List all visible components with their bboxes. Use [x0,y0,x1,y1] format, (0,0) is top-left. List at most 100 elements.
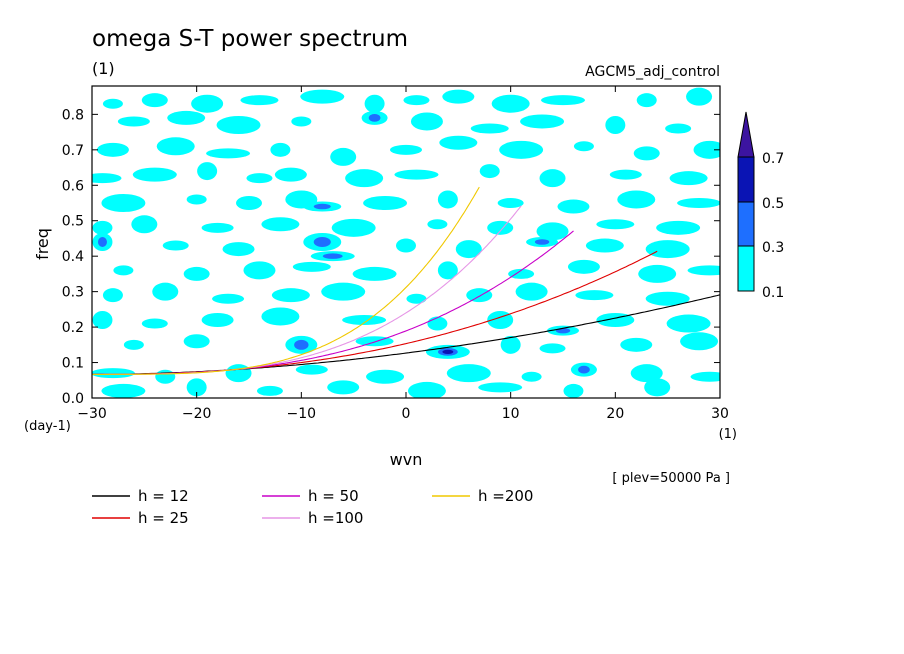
contour-blob [687,265,720,276]
contour-blob-mid [294,339,309,350]
contour-blob [274,167,307,182]
contour-blob [410,112,443,131]
contour-blob [331,218,376,237]
contour-blob [291,116,312,127]
contour-blob [442,89,475,104]
contour-blob [609,169,642,180]
contour-blob [478,382,523,393]
legend: h = 12 h = 25 h = 50 h =100 h =200 [92,487,533,527]
contour-blob [557,199,590,214]
contour-blob [183,266,210,281]
contour-blob [92,368,135,379]
dispersion-curves [92,186,720,375]
x-tick-label: 0 [402,406,411,422]
y-tick-label: 0.3 [62,285,84,301]
contour-blob [427,316,448,331]
contour-blob [446,364,491,383]
contour-blob [327,380,360,395]
y-axis-units: (day-1) [24,419,71,434]
contour-blob [638,264,677,283]
contour-blob [216,116,261,134]
contour-blob [167,110,206,125]
x-axis-units: (1) [719,427,737,442]
contour-blob [363,196,408,210]
contour-blob [92,311,113,329]
contour-blob [497,198,524,208]
contour-blob [573,141,594,152]
contour-blob [132,167,177,182]
contour-blob [186,194,207,205]
contour-blob [92,220,113,235]
contour-blob [102,98,123,109]
contour-blob [521,371,542,382]
contour-blob [271,288,310,303]
contour-blob [261,307,300,326]
contour-blob [686,87,713,106]
contour-blob [183,334,210,349]
y-tick-label: 0.2 [62,320,84,336]
contour-blob [539,343,566,354]
y-tick-label: 0.1 [62,356,84,372]
contour-blob [141,93,168,108]
contour-blob [292,261,331,272]
colorbar-label: 0.5 [762,196,784,212]
contour-blob [186,378,207,397]
contour-blob [102,288,123,303]
contour-blob [321,282,366,301]
contour-blob [246,173,273,184]
contour-blob [352,266,397,281]
contour-blob [330,147,357,166]
contour-blob [256,385,283,396]
x-tick-label: 20 [606,406,624,422]
contour-blob [633,146,660,161]
contour-blob [437,190,458,209]
legend-entry: h = 50 [308,487,359,505]
contour-blob [605,116,626,134]
contour-blob [515,282,548,301]
contour-blob [123,339,144,350]
contour-blob [212,293,245,304]
contour-blob [366,369,405,384]
contour-blob [403,95,430,106]
contour-blob [390,144,422,155]
contour-blob [620,337,653,352]
contour-blob [270,142,291,157]
contour-blob [437,261,458,280]
contour-blob [396,238,416,253]
colorbar-segment [737,156,755,203]
contour-blob [197,162,218,181]
contour-blob [665,123,692,134]
contour-blob [113,265,134,276]
y-axis: 0.0 0.1 0.2 0.3 0.4 0.5 0.6 0.7 0.8 [62,107,720,407]
contour-blob [455,240,482,259]
contour-blob [364,94,385,113]
contour-blob [690,371,720,382]
contour-blob [191,94,224,113]
contour-blob [669,171,708,186]
contour-blob [225,364,252,383]
contour-blob [92,173,122,184]
contour-blob [656,220,701,235]
x-axis: −30 −20 −10 0 10 20 30 [77,86,729,422]
contour-blob [520,114,565,129]
contour-blob [491,94,530,113]
contour-blob [585,238,624,253]
contour-blob [342,315,387,325]
contour-blob [345,169,384,188]
colorbar-label: 0.1 [762,285,784,301]
contour-blob [101,383,146,398]
legend-entry: h = 12 [138,487,189,505]
contour-blob [201,313,234,327]
contour-blob-mid [578,365,590,374]
contour-blob [222,242,255,257]
contour-blob-mid [97,237,107,247]
x-tick-label: 10 [502,406,520,422]
y-tick-label: 0.0 [62,391,84,407]
contour-blob [500,335,521,354]
colorbar: 0.1 0.3 0.5 0.7 [737,111,784,301]
contour-blob [201,222,234,233]
colorbar-segment [737,245,755,292]
y-tick-label: 0.7 [62,143,84,159]
contour-blob [295,364,328,375]
contour-blob [439,135,478,150]
